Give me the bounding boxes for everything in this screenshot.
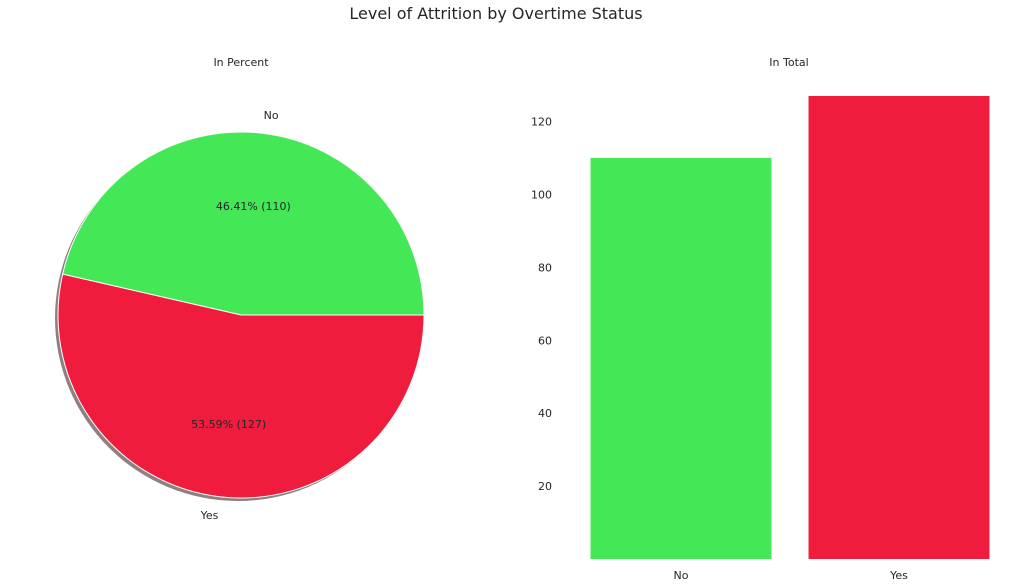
bars xyxy=(590,96,990,559)
y-tick-label-60: 60 xyxy=(538,334,552,347)
pie-category-label-yes: Yes xyxy=(200,509,219,522)
pie-percent-label-no: 46.41% (110) xyxy=(216,200,291,213)
y-tick-label-80: 80 xyxy=(538,261,552,274)
x-tick-label-no: No xyxy=(674,569,689,582)
x-tick-label-yes: Yes xyxy=(889,569,908,582)
bar-no xyxy=(590,157,772,559)
pie-slice-no xyxy=(62,131,425,316)
y-tick-label-100: 100 xyxy=(531,188,552,201)
pie-slices xyxy=(57,131,425,499)
y-tick-label-120: 120 xyxy=(531,116,552,129)
bar-x-axis: No Yes xyxy=(674,569,909,582)
bar-chart: In Total 20 40 60 80 100 120 No Yes xyxy=(531,56,990,582)
pie-percent-label-yes: 53.59% (127) xyxy=(191,418,266,431)
pie-title: In Percent xyxy=(213,56,269,69)
bar-yes xyxy=(808,96,990,559)
pie-chart: In Percent 46.41% (110) No 53.59% (127) Yes xyxy=(55,56,425,522)
pie-category-label-no: No xyxy=(264,109,279,122)
figure-title: Level of Attrition by Overtime Status xyxy=(349,4,642,23)
pie-slice-yes xyxy=(57,273,425,499)
bar-title: In Total xyxy=(769,56,808,69)
bar-y-axis: 20 40 60 80 100 120 xyxy=(531,116,552,494)
y-tick-label-40: 40 xyxy=(538,407,552,420)
pie-labels: 46.41% (110) No 53.59% (127) Yes xyxy=(191,109,291,522)
y-tick-label-20: 20 xyxy=(538,480,552,493)
